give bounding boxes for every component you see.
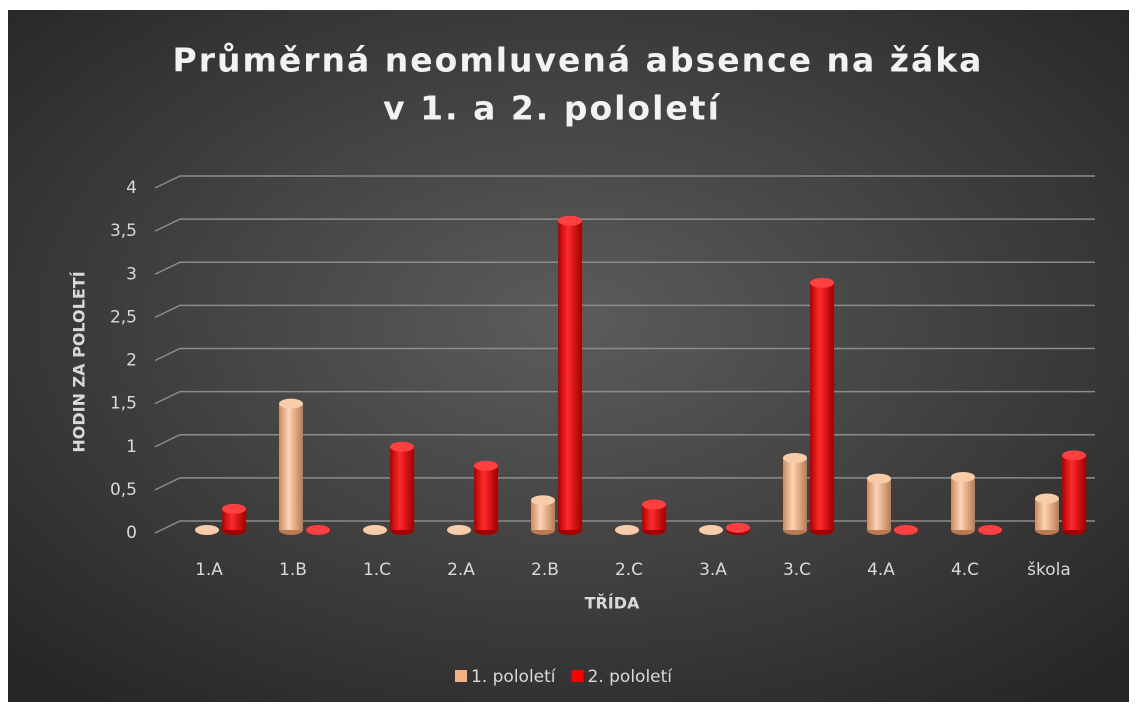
bar (810, 277, 834, 535)
bar-top (867, 473, 891, 484)
bar-top (699, 525, 723, 535)
bar (1062, 450, 1086, 535)
bar-top (783, 452, 807, 463)
y-tick-label: 3 (126, 264, 137, 284)
y-tick-label: 0 (126, 523, 137, 543)
bar-body (951, 476, 975, 530)
bar (978, 525, 1002, 535)
y-tick-label: 2,5 (110, 307, 137, 327)
y-tick-label: 3,5 (110, 221, 137, 241)
chart-title: Průměrná neomluvená absence na žáka (173, 41, 984, 80)
bar-top (726, 522, 750, 533)
y-axis-label: HODIN ZA POLOLETÍ (70, 271, 89, 452)
bar (558, 215, 582, 535)
x-tick-label: 2.B (531, 560, 559, 580)
bar-top (222, 503, 246, 514)
bar (222, 503, 246, 535)
grid-line (154, 175, 1095, 189)
x-tick-label: 1.B (279, 560, 307, 580)
bar-body (783, 457, 807, 530)
bar (363, 525, 387, 535)
y-tick-label: 1 (126, 437, 137, 457)
bar-top (1035, 493, 1059, 504)
x-tick-label: 1.A (195, 560, 223, 580)
legend-label: 1. pololetí (471, 667, 557, 687)
x-tick-label: 2.C (615, 560, 643, 580)
legend-swatch (455, 670, 467, 682)
x-tick-label: 3.C (783, 560, 811, 580)
bar-body (558, 220, 582, 530)
bar (306, 525, 330, 535)
bar (642, 499, 666, 535)
bar-top (279, 398, 303, 409)
grid-line (154, 347, 1095, 362)
x-tick-label: škola (1027, 560, 1071, 580)
bar-top (306, 525, 330, 535)
chart-title: v 1. a 2. pololetí (383, 89, 721, 128)
y-tick-label: 1,5 (110, 394, 137, 414)
bar (894, 525, 918, 535)
grid-line (154, 304, 1095, 319)
bar (531, 495, 555, 535)
bar (474, 460, 498, 535)
y-tick-label: 2 (126, 351, 137, 371)
x-tick-label: 1.C (363, 560, 391, 580)
bar (279, 398, 303, 535)
bar-body (390, 446, 414, 530)
bar-body (867, 478, 891, 530)
bar (390, 441, 414, 535)
y-tick-label: 4 (126, 178, 137, 198)
bar-top (363, 525, 387, 535)
x-tick-label: 2.A (447, 560, 475, 580)
legend-swatch (571, 670, 584, 682)
bar-top (894, 525, 918, 535)
bar (699, 525, 723, 535)
bar-top (615, 525, 639, 535)
grid-line (154, 218, 1095, 232)
grid-line (154, 261, 1095, 275)
bar-top (951, 471, 975, 482)
bar-body (279, 403, 303, 530)
bar-top (390, 441, 414, 452)
bar-top (195, 525, 219, 535)
y-tick-label: 0,5 (110, 480, 137, 500)
grid-line (154, 390, 1095, 405)
legend-label: 2. pololetí (588, 667, 674, 687)
x-tick-label: 4.C (951, 560, 979, 580)
bar-top (531, 495, 555, 506)
bar-body (1062, 455, 1086, 530)
bar-body (222, 508, 246, 530)
bar (1035, 493, 1059, 535)
bar-body (474, 465, 498, 530)
bar (615, 525, 639, 535)
bar-top (447, 525, 471, 535)
bar-top (1062, 450, 1086, 461)
bar (447, 525, 471, 535)
bar (867, 473, 891, 535)
grid-line (154, 434, 1095, 448)
bar (951, 471, 975, 535)
bar-top (558, 215, 582, 226)
x-tick-label: 3.A (699, 560, 727, 580)
x-axis-label: TŘÍDA (585, 594, 640, 613)
bar-top (978, 525, 1002, 535)
bar-body (1035, 498, 1059, 530)
bar-top (474, 460, 498, 471)
bar-body (810, 282, 834, 530)
bar (195, 525, 219, 535)
bar-top (810, 277, 834, 288)
bar (783, 452, 807, 535)
x-tick-label: 4.A (867, 560, 895, 580)
bar (726, 522, 750, 535)
bar-top (642, 499, 666, 510)
